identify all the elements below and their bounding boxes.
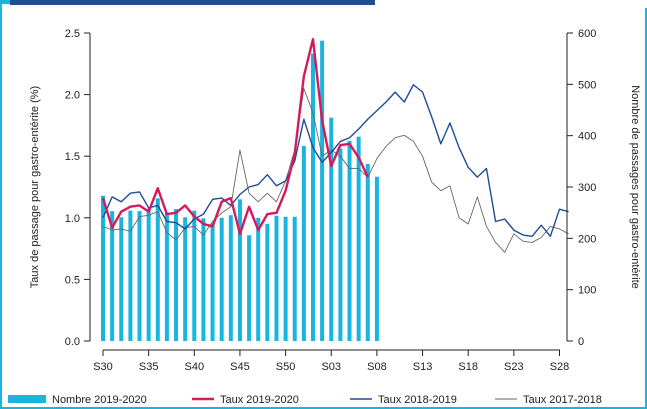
bar-S02 [320,40,325,341]
bar-S32 [119,217,124,341]
series-line-2 [102,87,569,253]
x-tick-label: S35 [139,361,159,373]
legend-label-2: Taux 2018-2019 [378,394,457,406]
y-right-title: Nombre de passages pour gastro-entérite [629,85,641,289]
bar-S06 [356,136,361,341]
series-line-1 [102,84,569,237]
bar-S33 [128,210,133,341]
bar-S07 [365,163,370,341]
left-tick-label: 2.0 [65,90,80,102]
x-tick-label: S08 [367,361,387,373]
bar-S46 [247,235,252,341]
left-tick-label: 0.5 [65,274,80,286]
bar-S01 [310,53,315,341]
right-tick-label: 300 [578,182,596,194]
bar-S36 [155,198,160,341]
bar-S39 [183,217,188,341]
bars-layer [101,40,379,341]
legend-label-0: Nombre 2019-2020 [52,394,147,406]
x-tick-label: S40 [185,361,205,373]
series-line-0 [101,37,369,236]
left-tick-label: 1.5 [65,151,80,163]
bar-S43 [219,217,224,341]
bar-S37 [164,212,169,341]
left-tick-label: 2.5 [65,28,80,40]
right-tick-label: 600 [578,28,596,40]
bar-S04 [338,148,343,341]
bar-S49 [274,215,279,341]
x-tick-label: S03 [321,361,341,373]
bar-S30 [101,195,105,341]
bar-S34 [137,211,142,341]
y-left-title: Taux de passage pour gastro-entérite (%) [29,86,41,288]
x-tick-label: S28 [550,361,570,373]
bar-S03 [329,117,334,341]
legend-layer: Nombre 2019-2020 Taux 2019-2020 Taux 2018-… [8,394,602,406]
bar-S44 [228,215,233,341]
axes-layer: 0.0 0.5 1.0 1.5 2.0 2.5 0 100 200 300 400 500 600 S30… [29,28,641,373]
bar-S05 [347,140,352,341]
right-tick-label: 400 [578,131,596,143]
legend-swatch-bars [8,395,46,403]
legend-label-3: Taux 2017-2018 [523,394,602,406]
x-tick-label: S18 [458,361,478,373]
bar-S40 [192,210,197,341]
right-tick-label: 500 [578,79,596,91]
bar-S52 [301,145,306,341]
bar-S41 [201,218,206,341]
x-tick-label: S30 [93,361,113,373]
legend-label-1: Taux 2019-2020 [220,394,299,406]
right-tick-label: 200 [578,233,596,245]
right-tick-label: 100 [578,285,596,297]
bar-S45 [237,199,242,341]
header-strip-right [375,0,647,8]
x-tick-label: S45 [230,361,250,373]
bar-S51 [292,216,297,341]
x-tick-label: S13 [413,361,433,373]
right-tick-label: 0 [578,336,584,348]
left-tick-label: 0.0 [65,336,80,348]
x-tick-label: S50 [276,361,296,373]
bar-S48 [265,223,270,341]
bar-S08 [374,176,379,341]
bar-S35 [146,208,151,341]
lines-layer [101,37,569,253]
bar-S31 [110,211,115,341]
bar-S38 [174,209,179,341]
x-tick-label: S23 [504,361,524,373]
header-dark-strip [10,0,375,5]
bar-S47 [256,217,261,341]
left-tick-label: 1.0 [65,213,80,225]
bar-S50 [283,216,288,341]
bar-S42 [210,223,215,341]
